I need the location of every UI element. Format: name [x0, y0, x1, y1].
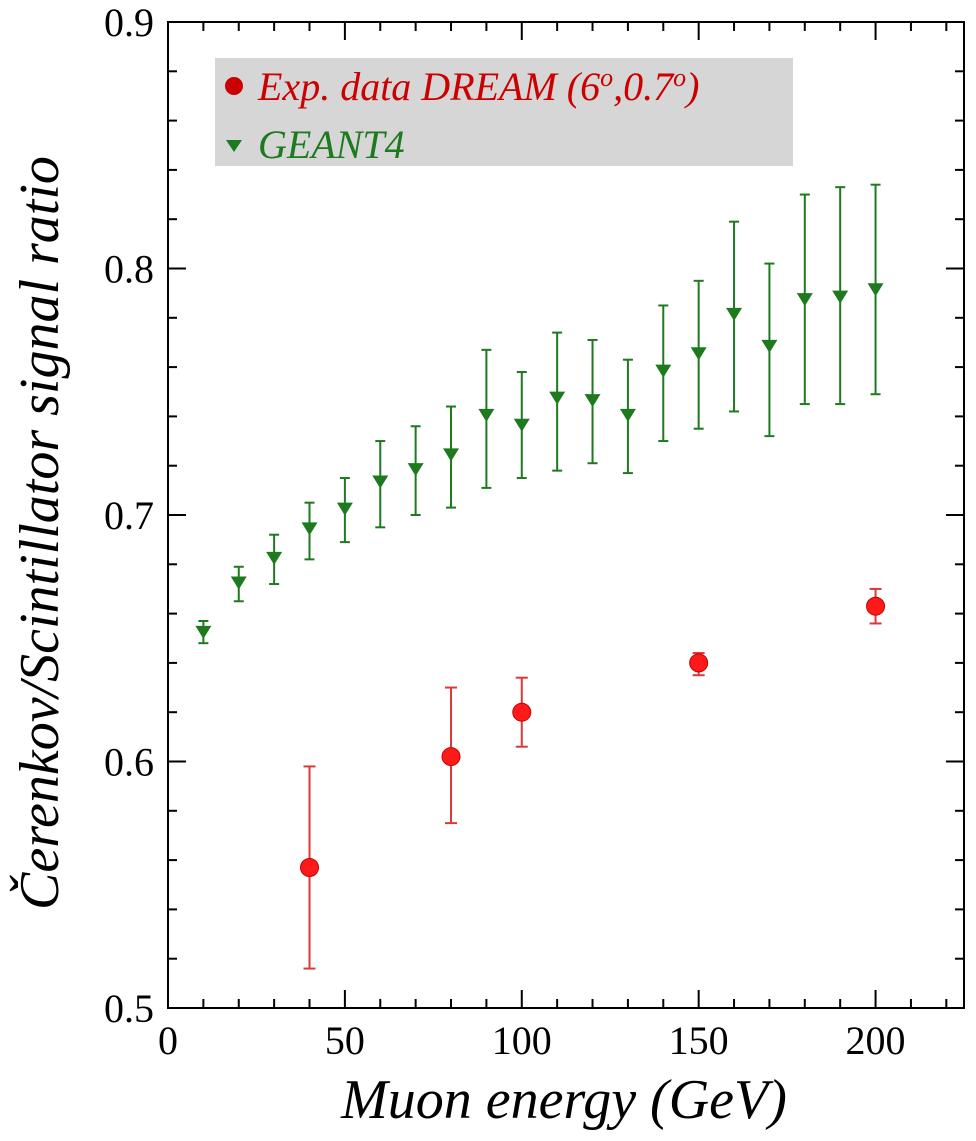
- exp-data-point: [866, 596, 886, 616]
- geant4-point: [513, 418, 530, 432]
- x-tick-label: 0: [158, 1018, 178, 1063]
- geant4-point: [195, 625, 212, 639]
- geant4-point: [266, 551, 283, 565]
- geant4-point: [584, 394, 601, 408]
- x-axis-title: Muon energy (GeV): [340, 1069, 787, 1131]
- y-axis-title: Čerenkov/Scintillator signal ratio: [9, 156, 71, 910]
- geant4-point: [832, 290, 849, 304]
- y-tick-label: 0.5: [104, 986, 154, 1031]
- axes: 0 50 100 150 200 0.5 0.6 0.7 0.8 0.9: [104, 0, 965, 1063]
- geant4-point: [301, 522, 318, 536]
- exp-data-point: [300, 857, 320, 877]
- geant4-point: [230, 576, 247, 590]
- exp-data-point: [689, 653, 709, 673]
- geant4-point: [796, 293, 813, 307]
- geant4-point: [655, 364, 672, 378]
- legend-label-part: Exp. data DREAM (6: [257, 64, 600, 109]
- y-tick-label: 0.9: [104, 0, 154, 45]
- legend-label-part: ): [684, 64, 699, 109]
- x-tick-label: 150: [669, 1018, 729, 1063]
- exp-data-point: [441, 747, 461, 767]
- legend-label-geant4: GEANT4: [258, 122, 405, 167]
- legend-marker-exp: [225, 77, 243, 95]
- legend-label-part: ,0.7: [613, 64, 675, 109]
- legend-label-degree: o: [600, 63, 613, 92]
- geant4-point: [336, 502, 353, 516]
- geant4-point: [478, 408, 495, 422]
- geant4-point: [549, 391, 566, 405]
- legend-label-exp: Exp. data DREAM (6o,0.7o): [257, 63, 699, 109]
- legend-label-degree: o: [673, 63, 686, 92]
- y-tick-label: 0.7: [104, 493, 154, 538]
- geant4-point: [761, 339, 778, 353]
- legend-box: [215, 58, 793, 166]
- legend-marker-geant4: [226, 140, 242, 152]
- geant4-point: [372, 475, 389, 489]
- plot-frame: [167, 21, 965, 1009]
- y-tick-label: 0.8: [104, 247, 154, 292]
- x-tick-label: 100: [492, 1018, 552, 1063]
- geant4-point: [407, 463, 424, 477]
- legend: Exp. data DREAM (6o,0.7o)GEANT4: [215, 58, 793, 167]
- geant4-point: [867, 283, 884, 297]
- geant4-point: [726, 307, 743, 321]
- exp-data-point: [512, 702, 532, 722]
- geant4-point: [619, 408, 636, 422]
- geant4-point: [690, 347, 707, 361]
- y-tick-label: 0.6: [104, 740, 154, 785]
- x-tick-label: 50: [325, 1018, 365, 1063]
- geant4-point: [443, 448, 460, 462]
- x-tick-label: 200: [846, 1018, 906, 1063]
- plot-data: [195, 183, 886, 970]
